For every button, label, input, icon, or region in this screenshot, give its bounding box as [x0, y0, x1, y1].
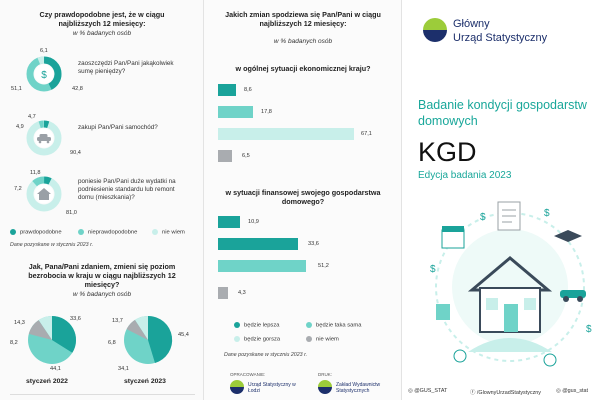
- footer-left-logo: [230, 380, 244, 394]
- sec1-title: w ogólnej sytuacji ekonomicznej kraju?: [235, 64, 371, 73]
- q1-title: Czy prawdopodobne jest, że w ciągu najbl…: [39, 10, 165, 28]
- graduation-cap-icon: [554, 230, 582, 242]
- footer-right-logo: [318, 380, 332, 394]
- car-illustration-icon: [560, 290, 586, 302]
- legend-strip-bottom: [10, 394, 195, 398]
- pie-2023: [124, 315, 173, 364]
- sec2-bar-same: [218, 238, 298, 250]
- money-bag-icon: $: [41, 70, 47, 81]
- source-note-mid: Dane pozyskane w styczniu 2023 r.: [224, 352, 308, 358]
- footer-left-org: Urząd Statystyczny w Łodzi: [248, 382, 296, 394]
- pie-2022-label: styczeń 2022: [26, 378, 68, 385]
- q2-unit: w % badanych osób: [72, 291, 132, 298]
- household-illustration: $ $ $ $: [430, 201, 592, 367]
- gus-logo: [423, 18, 447, 42]
- social-twitter[interactable]: ◎ @GUS_STAT: [408, 388, 448, 394]
- dollar-icon: $: [480, 212, 486, 223]
- legend-mid-dont-know: nie wiem: [306, 336, 339, 343]
- sec1-bar-same: [218, 106, 253, 118]
- house-icon: [37, 188, 51, 200]
- sec2-bar-better: [218, 216, 240, 228]
- donut-car: [26, 120, 62, 156]
- car-icon: [37, 134, 51, 144]
- logo-line1: Główny: [453, 18, 490, 30]
- legend-dont-know: nie wiem: [152, 229, 185, 236]
- edition-text: Edycja badania 2023: [418, 170, 512, 181]
- title-line2: domowych: [418, 114, 478, 128]
- source-note-left: Dane pozyskane w styczniu 2023 r.: [10, 242, 94, 248]
- sec2-bar-worse: [218, 260, 306, 272]
- sec1-bar-dont-know: [218, 150, 232, 162]
- pie-2023-label: styczeń 2023: [124, 378, 166, 385]
- legend-probable: prawdopodobne: [10, 229, 62, 236]
- mid-title: Jakich zmian spodziewa się Pan/Pani w ci…: [225, 10, 381, 28]
- donut-savings: $: [26, 56, 62, 92]
- footer-right-org: Zakład Wydawnictw Statystycznych: [336, 382, 381, 394]
- q2-title: Jak, Pana/Pani zdaniem, zmieni się pozio…: [28, 262, 176, 289]
- shopping-bag-icon: [436, 304, 450, 320]
- middle-panel: [203, 0, 401, 400]
- sec1-bar-worse: [218, 128, 354, 140]
- item-car-label: zakupi Pan/Pani samochód?: [78, 124, 158, 131]
- document-icon: [497, 201, 521, 231]
- footer-right-label: DRUK:: [318, 372, 333, 377]
- sec2-bar-dont-know: [218, 287, 228, 299]
- legend-same: będzie taka sama: [306, 322, 361, 329]
- pie-2022: [28, 316, 76, 364]
- legend-better: będzie lepsza: [234, 322, 279, 329]
- footer-left-label: OPRACOWANIE:: [230, 372, 266, 377]
- shop-icon: [441, 226, 465, 249]
- item-renovation-label: poniesie Pan/Pani duże wydatki na podnie…: [78, 178, 176, 201]
- sec1-bar-better: [218, 84, 236, 96]
- dollar-icon-3: $: [430, 264, 436, 275]
- item-savings-label: zaoszczędzi Pan/Pani jakąkolwiek sumę pi…: [78, 60, 174, 75]
- social-facebook[interactable]: ⓕ /GlownyUrzadStatystyczny: [470, 390, 541, 396]
- sec2-title: w sytuacji finansowej swojego gospodarst…: [225, 188, 381, 206]
- legend-worse: będzie gorsza: [234, 336, 280, 343]
- dollar-icon-4: $: [586, 324, 592, 335]
- q1-unit: w % badanych osób: [72, 30, 132, 37]
- legend-improbable: nieprawdopodobne: [78, 229, 137, 236]
- title-line1: Badanie kondycji gospodarstw: [418, 98, 587, 112]
- social-instagram[interactable]: ◎ @gus_stat: [556, 388, 589, 394]
- mid-unit: w % badanych osób: [273, 38, 333, 45]
- logo-line2: Urząd Statystyczny: [453, 32, 548, 44]
- kgd-heading: KGD: [418, 137, 477, 167]
- dollar-icon-2: $: [544, 208, 550, 219]
- coins-icon: [453, 349, 557, 367]
- donut-renovation: [26, 176, 62, 212]
